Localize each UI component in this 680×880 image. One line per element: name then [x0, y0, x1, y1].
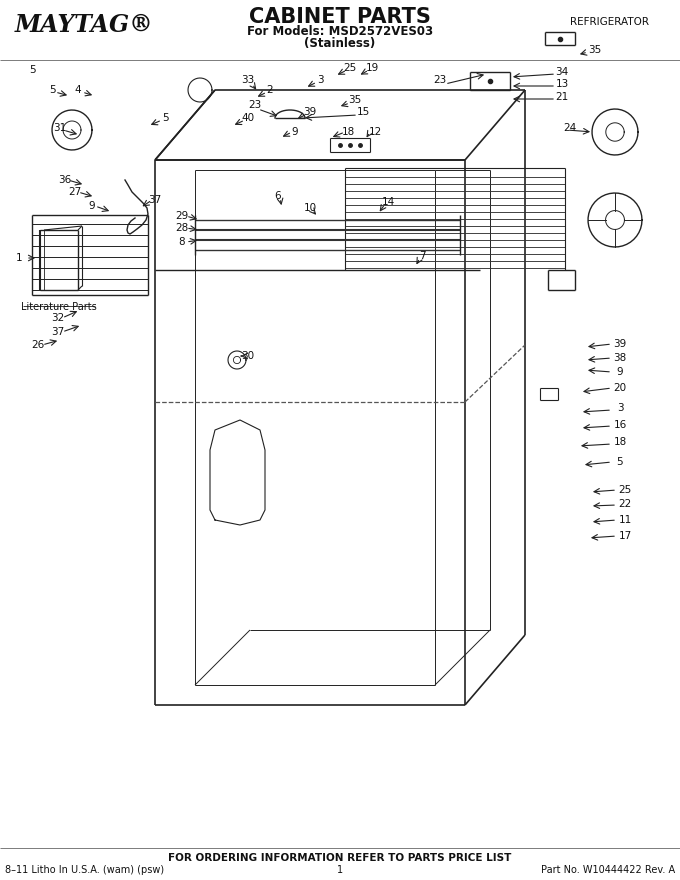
- Text: REFRIGERATOR: REFRIGERATOR: [571, 17, 649, 27]
- Text: 16: 16: [613, 420, 627, 430]
- Text: 30: 30: [241, 351, 254, 361]
- Text: 32: 32: [52, 313, 65, 323]
- Text: 24: 24: [563, 123, 577, 133]
- Text: 5: 5: [29, 65, 35, 75]
- Text: 25: 25: [618, 485, 632, 495]
- Text: (Stainless): (Stainless): [305, 36, 375, 49]
- Text: 31: 31: [53, 123, 67, 133]
- Text: 39: 39: [303, 107, 317, 117]
- Text: 5: 5: [49, 85, 55, 95]
- Text: 1: 1: [337, 865, 343, 875]
- Text: 38: 38: [613, 353, 627, 363]
- Text: 25: 25: [343, 63, 356, 73]
- Text: 37: 37: [148, 195, 162, 205]
- Text: 8–11 Litho In U.S.A. (wam) (psw): 8–11 Litho In U.S.A. (wam) (psw): [5, 865, 164, 875]
- Text: 33: 33: [241, 75, 254, 85]
- Text: 28: 28: [175, 223, 188, 233]
- Text: 18: 18: [613, 437, 627, 447]
- Text: 3: 3: [317, 75, 323, 85]
- Text: 3: 3: [617, 403, 624, 413]
- Text: 20: 20: [613, 383, 626, 393]
- Text: 39: 39: [613, 339, 627, 349]
- Text: 14: 14: [381, 197, 394, 207]
- Text: 12: 12: [369, 127, 381, 137]
- Text: 2: 2: [267, 85, 273, 95]
- Text: 9: 9: [617, 367, 624, 377]
- Text: 11: 11: [618, 515, 632, 525]
- Text: 7: 7: [419, 251, 425, 261]
- Text: 23: 23: [433, 75, 447, 85]
- Text: Part No. W10444422 Rev. A: Part No. W10444422 Rev. A: [541, 865, 675, 875]
- Text: 1: 1: [16, 253, 22, 263]
- Text: 23: 23: [248, 100, 262, 110]
- Text: 19: 19: [365, 63, 379, 73]
- Text: 15: 15: [356, 107, 370, 117]
- Text: MAYTAG®: MAYTAG®: [15, 13, 154, 37]
- Text: 13: 13: [556, 79, 568, 89]
- Text: Literature Parts: Literature Parts: [21, 302, 97, 312]
- Text: 4: 4: [75, 85, 82, 95]
- Text: FOR ORDERING INFORMATION REFER TO PARTS PRICE LIST: FOR ORDERING INFORMATION REFER TO PARTS …: [169, 853, 511, 863]
- Text: 29: 29: [175, 211, 188, 221]
- Text: 35: 35: [348, 95, 362, 105]
- Text: 9: 9: [88, 201, 95, 211]
- Text: CABINET PARTS: CABINET PARTS: [249, 7, 431, 27]
- Text: 27: 27: [69, 187, 82, 197]
- Text: 5: 5: [162, 113, 169, 123]
- Text: 8: 8: [179, 237, 186, 247]
- Text: 17: 17: [618, 531, 632, 541]
- Text: 21: 21: [556, 92, 568, 102]
- Text: 18: 18: [341, 127, 355, 137]
- Text: 35: 35: [588, 45, 602, 55]
- Text: 10: 10: [303, 203, 317, 213]
- Text: 26: 26: [31, 340, 45, 350]
- Text: 36: 36: [58, 175, 71, 185]
- Text: 9: 9: [292, 127, 299, 137]
- Text: 22: 22: [618, 499, 632, 509]
- Text: 40: 40: [241, 113, 254, 123]
- Text: For Models: MSD2572VES03: For Models: MSD2572VES03: [247, 25, 433, 38]
- Text: 34: 34: [556, 67, 568, 77]
- Text: 37: 37: [52, 327, 65, 337]
- Text: 5: 5: [617, 457, 624, 467]
- Text: 6: 6: [275, 191, 282, 201]
